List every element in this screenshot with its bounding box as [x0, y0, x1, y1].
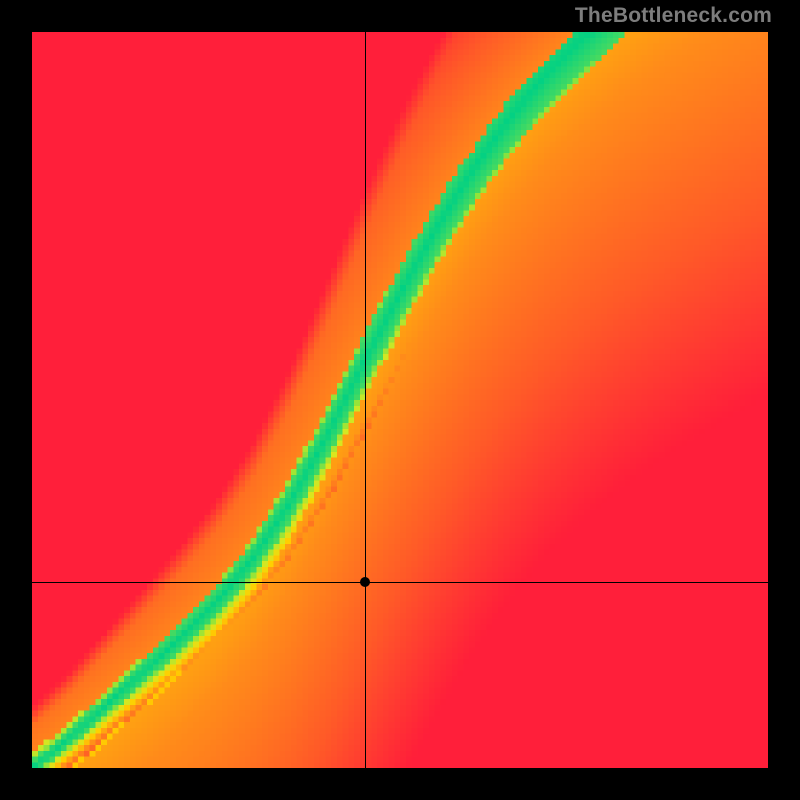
watermark-text: TheBottleneck.com	[575, 4, 772, 28]
bottleneck-heatmap	[32, 32, 768, 768]
reference-point-marker	[360, 577, 370, 587]
crosshair-vertical	[365, 32, 366, 768]
crosshair-horizontal	[32, 582, 768, 583]
chart-container: TheBottleneck.com	[0, 0, 800, 800]
